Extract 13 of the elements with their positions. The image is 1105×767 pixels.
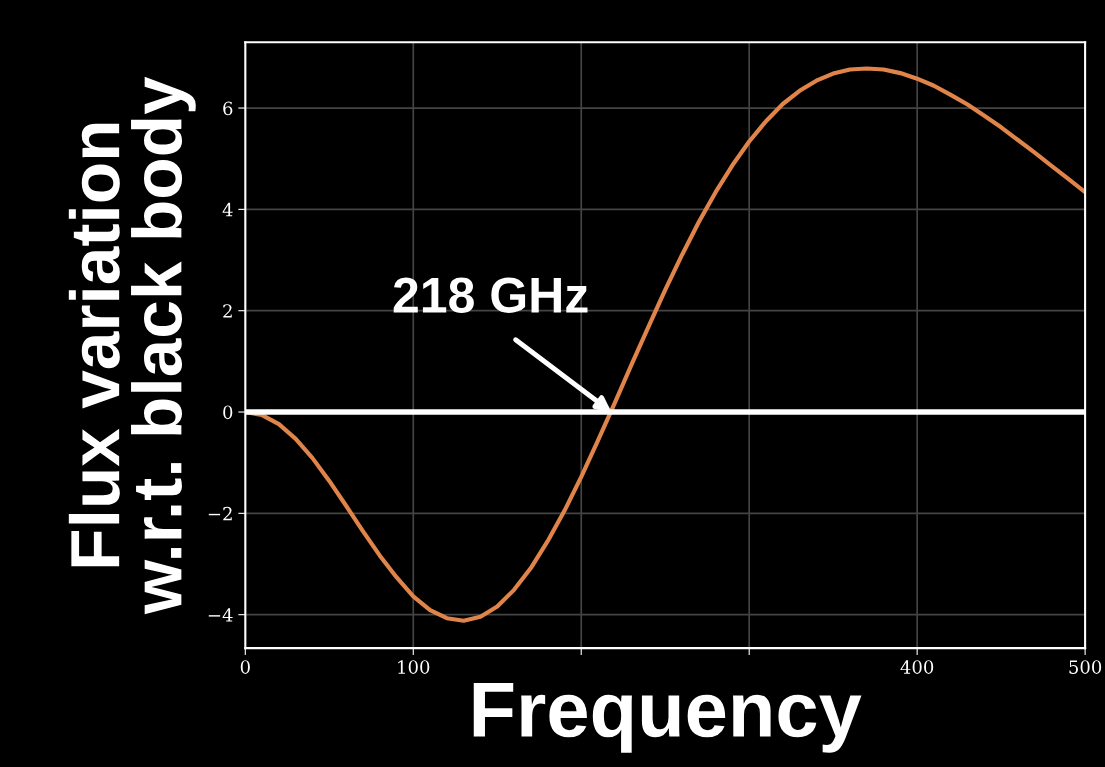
y-tick-label: −2 [208,506,232,521]
y-tick-label: −4 [208,608,233,622]
x-tick-label: 400 [900,660,934,674]
y-axis-title: Flux variation w.r.t. black body [68,76,196,615]
annotation: 218 GHz [393,277,588,313]
y-tick-label: 0 [223,405,233,420]
y-tick-label: 4 [222,202,233,217]
x-tick-label: 100 [398,660,430,674]
x-axis-title: Frequency [473,683,862,753]
x-tick-label: 0 [240,660,250,674]
x-tick-label: 500 [1069,660,1102,674]
y-tick-label: 6 [223,101,233,116]
y-tick-label: 2 [223,304,232,318]
